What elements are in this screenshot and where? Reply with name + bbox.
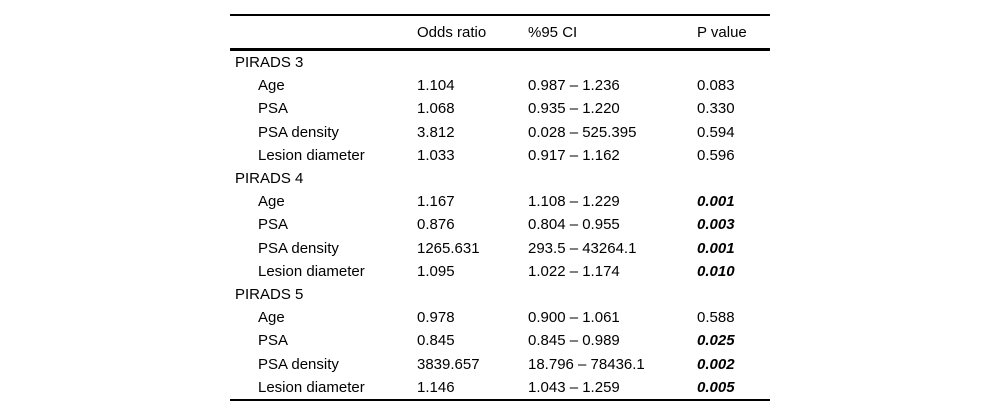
p-value: 0.025 <box>697 332 735 350</box>
odds-ratio-value: 1.167 <box>417 193 455 211</box>
col-header-p-value: P value <box>697 23 747 41</box>
table-row: Lesion diameter 1.146 1.043 – 1.259 0.00… <box>230 376 770 399</box>
ci-value: 293.5 – 43264.1 <box>528 239 637 257</box>
odds-ratio-value: 1.146 <box>417 378 455 396</box>
table-header-row: Odds ratio %95 CI P value <box>230 16 770 51</box>
section-row-pirads4: PIRADS 4 <box>230 167 770 190</box>
ci-value: 0.900 – 1.061 <box>528 309 620 327</box>
row-label: Lesion diameter <box>258 262 365 280</box>
odds-ratio-value: 3.812 <box>417 123 455 141</box>
ci-value: 0.845 – 0.989 <box>528 332 620 350</box>
p-value: 0.588 <box>697 309 735 327</box>
odds-ratio-value: 0.845 <box>417 332 455 350</box>
ci-value: 1.022 – 1.174 <box>528 262 620 280</box>
col-header-ci: %95 CI <box>528 23 578 41</box>
table-row: PSA density 3839.657 18.796 – 78436.1 0.… <box>230 352 770 375</box>
ci-value: 1.043 – 1.259 <box>528 378 620 396</box>
odds-ratio-value: 1.068 <box>417 100 455 118</box>
section-label: PIRADS 4 <box>235 170 304 188</box>
table-row: PSA 1.068 0.935 – 1.220 0.330 <box>230 97 770 120</box>
row-label: PSA density <box>258 239 339 257</box>
row-label: PSA density <box>258 123 339 141</box>
p-value: 0.001 <box>697 193 735 211</box>
table-row: Lesion diameter 1.095 1.022 – 1.174 0.01… <box>230 260 770 283</box>
odds-ratio-value: 3839.657 <box>417 355 480 373</box>
row-label: Lesion diameter <box>258 378 365 396</box>
ci-value: 18.796 – 78436.1 <box>528 355 645 373</box>
ci-value: 0.935 – 1.220 <box>528 100 620 118</box>
table-row: Age 0.978 0.900 – 1.061 0.588 <box>230 306 770 329</box>
odds-ratio-value: 1.033 <box>417 146 455 164</box>
p-value: 0.330 <box>697 100 735 118</box>
regression-results-table: Odds ratio %95 CI P value PIRADS 3 Age 1… <box>230 14 770 401</box>
table-row: PSA 0.845 0.845 – 0.989 0.025 <box>230 329 770 352</box>
odds-ratio-value: 1265.631 <box>417 239 480 257</box>
row-label: Age <box>258 77 285 95</box>
p-value: 0.594 <box>697 123 735 141</box>
row-label: Age <box>258 193 285 211</box>
p-value: 0.005 <box>697 378 735 396</box>
ci-value: 1.108 – 1.229 <box>528 193 620 211</box>
odds-ratio-value: 1.095 <box>417 262 455 280</box>
ci-value: 0.028 – 525.395 <box>528 123 637 141</box>
section-row-pirads3: PIRADS 3 <box>230 51 770 74</box>
section-label: PIRADS 3 <box>235 54 304 72</box>
row-label: PSA <box>258 216 289 234</box>
section-row-pirads5: PIRADS 5 <box>230 283 770 306</box>
p-value: 0.003 <box>697 216 735 234</box>
row-label: PSA <box>258 332 289 350</box>
ci-value: 0.987 – 1.236 <box>528 77 620 95</box>
p-value: 0.010 <box>697 262 735 280</box>
table-row: PSA 0.876 0.804 – 0.955 0.003 <box>230 213 770 236</box>
col-header-odds-ratio: Odds ratio <box>417 23 487 41</box>
table-row: Age 1.167 1.108 – 1.229 0.001 <box>230 190 770 213</box>
row-label: Age <box>258 309 285 327</box>
odds-ratio-value: 0.978 <box>417 309 455 327</box>
odds-ratio-value: 0.876 <box>417 216 455 234</box>
table-row: Lesion diameter 1.033 0.917 – 1.162 0.59… <box>230 144 770 167</box>
ci-value: 0.917 – 1.162 <box>528 146 620 164</box>
p-value: 0.001 <box>697 239 735 257</box>
row-label: PSA density <box>258 355 339 373</box>
p-value: 0.596 <box>697 146 735 164</box>
p-value: 0.083 <box>697 77 735 95</box>
row-label: Lesion diameter <box>258 146 365 164</box>
table-row: PSA density 1265.631 293.5 – 43264.1 0.0… <box>230 237 770 260</box>
table-row: PSA density 3.812 0.028 – 525.395 0.594 <box>230 121 770 144</box>
odds-ratio-value: 1.104 <box>417 77 455 95</box>
section-label: PIRADS 5 <box>235 285 304 303</box>
table-row: Age 1.104 0.987 – 1.236 0.083 <box>230 74 770 97</box>
ci-value: 0.804 – 0.955 <box>528 216 620 234</box>
row-label: PSA <box>258 100 289 118</box>
p-value: 0.002 <box>697 355 735 373</box>
